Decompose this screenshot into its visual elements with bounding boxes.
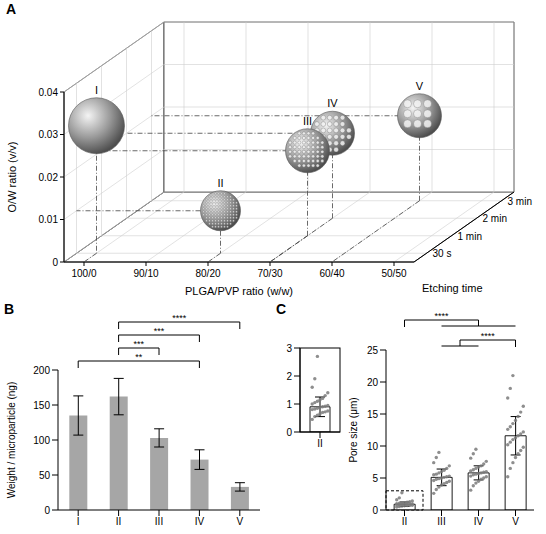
svg-text:0: 0 — [44, 505, 50, 516]
svg-text:25: 25 — [367, 345, 379, 356]
svg-text:IV: IV — [327, 97, 338, 109]
svg-text:80/20: 80/20 — [195, 268, 220, 279]
svg-text:II: II — [402, 516, 408, 527]
svg-text:30 s: 30 s — [433, 248, 452, 259]
svg-text:0: 0 — [372, 505, 378, 516]
svg-text:V: V — [512, 516, 519, 527]
svg-text:II: II — [317, 438, 323, 449]
svg-text:150: 150 — [33, 400, 50, 411]
svg-text:0.01: 0.01 — [39, 214, 59, 225]
svg-text:100: 100 — [33, 435, 50, 446]
svg-text:90/10: 90/10 — [133, 268, 158, 279]
html-text:C: C — [276, 301, 287, 317]
svg-text:****: **** — [434, 311, 449, 321]
svg-text:50/50: 50/50 — [381, 268, 406, 279]
svg-text:Etching time: Etching time — [422, 282, 483, 294]
svg-text:15: 15 — [367, 409, 379, 420]
svg-text:PLGA/PVP ratio (w/w): PLGA/PVP ratio (w/w) — [185, 285, 293, 297]
svg-text:II: II — [116, 516, 122, 527]
svg-text:0.04: 0.04 — [39, 87, 59, 98]
svg-text:**: ** — [135, 352, 143, 362]
svg-text:Pore size (μm): Pore size (μm) — [348, 397, 359, 462]
svg-text:***: *** — [154, 326, 165, 336]
svg-text:I: I — [77, 516, 80, 527]
svg-text:5: 5 — [372, 473, 378, 484]
svg-text:50: 50 — [39, 470, 51, 481]
svg-text:0.02: 0.02 — [39, 172, 59, 183]
svg-text:0: 0 — [52, 257, 58, 268]
svg-text:2 min: 2 min — [483, 213, 507, 224]
svg-text:0: 0 — [286, 427, 292, 438]
svg-text:III: III — [303, 115, 312, 127]
svg-text:O/W ratio (v/v): O/W ratio (v/v) — [6, 142, 18, 213]
svg-text:3: 3 — [286, 343, 292, 354]
svg-text:A: A — [6, 1, 16, 17]
svg-text:V: V — [236, 516, 243, 527]
svg-text:V: V — [416, 80, 424, 92]
html-text:B: B — [4, 301, 15, 317]
svg-text:10: 10 — [367, 441, 379, 452]
svg-text:1 min: 1 min — [458, 231, 482, 242]
svg-text:Weight / microparticle (ng): Weight / microparticle (ng) — [6, 382, 17, 499]
svg-text:0.03: 0.03 — [39, 129, 59, 140]
svg-text:***: *** — [134, 339, 145, 349]
svg-text:IV: IV — [195, 516, 205, 527]
svg-text:III: III — [437, 516, 445, 527]
svg-text:2: 2 — [286, 371, 292, 382]
svg-text:3 min: 3 min — [508, 196, 532, 207]
svg-text:II: II — [217, 177, 223, 189]
svg-text:****: **** — [481, 331, 496, 341]
svg-text:1: 1 — [286, 399, 292, 410]
svg-text:70/30: 70/30 — [257, 268, 282, 279]
svg-text:****: **** — [172, 313, 187, 323]
svg-text:IV: IV — [474, 516, 484, 527]
svg-text:I: I — [95, 84, 98, 96]
svg-text:60/40: 60/40 — [319, 268, 344, 279]
svg-text:200: 200 — [33, 365, 50, 376]
svg-text:100/0: 100/0 — [71, 268, 96, 279]
svg-text:20: 20 — [367, 377, 379, 388]
svg-text:III: III — [155, 516, 163, 527]
